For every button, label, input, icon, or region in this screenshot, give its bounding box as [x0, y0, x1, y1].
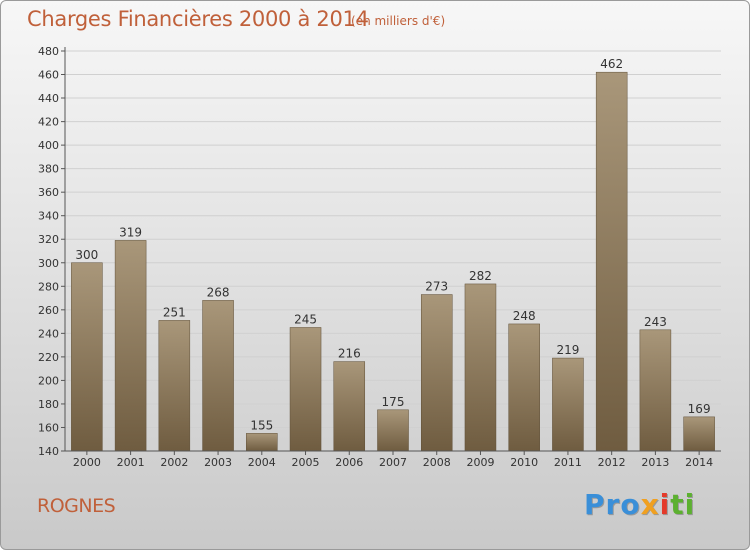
bar-2004 [246, 433, 278, 452]
y-tick-label-15: 440 [38, 92, 59, 105]
bar-2008 [420, 294, 453, 452]
y-tick-label-0: 140 [38, 445, 59, 458]
x-tick-label-2006: 2006 [335, 456, 363, 469]
x-tick-label-2010: 2010 [510, 456, 538, 469]
y-tick-label-7: 280 [38, 280, 59, 293]
value-label-2011: 219 [556, 343, 579, 357]
logo-part-2: x [640, 488, 660, 521]
x-tick-label-2011: 2011 [554, 456, 582, 469]
y-tick-label-11: 360 [38, 186, 59, 199]
x-tick-label-2014: 2014 [685, 456, 713, 469]
city-name: ROGNES [37, 495, 116, 517]
chart-title: Charges Financières 2000 à 2014 [27, 7, 369, 31]
x-tick-label-2005: 2005 [292, 456, 320, 469]
x-tick-label-2012: 2012 [598, 456, 626, 469]
value-label-2003: 268 [207, 285, 230, 299]
x-tick-label-2007: 2007 [379, 456, 407, 469]
value-label-2013: 243 [644, 315, 667, 329]
bars [71, 71, 715, 452]
bar-2006 [333, 361, 366, 452]
bar-2014 [683, 416, 715, 452]
bar-2009 [464, 283, 497, 452]
bar-2013 [639, 329, 672, 452]
axes [61, 47, 721, 455]
bar-2000 [71, 262, 103, 452]
proxiti-logo[interactable]: Proxiti [584, 488, 695, 521]
value-label-2000: 300 [75, 248, 98, 262]
logo-part-1: Pro [584, 488, 641, 521]
bar-2012 [595, 71, 628, 452]
y-tick-label-5: 240 [38, 327, 59, 340]
bar-2001 [114, 240, 147, 452]
x-tick-label-2002: 2002 [160, 456, 188, 469]
y-tick-label-17: 480 [38, 45, 59, 58]
chart-subtitle: (en milliers d'€) [351, 14, 446, 28]
y-tick-label-16: 460 [38, 69, 59, 82]
x-tick-label-2003: 2003 [204, 456, 232, 469]
value-label-2007: 175 [382, 395, 405, 409]
y-tick-label-14: 420 [38, 116, 59, 129]
bar-2010 [508, 323, 540, 452]
logo-part-3: i [659, 488, 671, 521]
y-tick-label-3: 200 [38, 374, 59, 387]
x-tick-label-2001: 2001 [117, 456, 145, 469]
value-label-2009: 282 [469, 269, 492, 283]
y-tick-label-6: 260 [38, 304, 59, 317]
value-label-2005: 245 [294, 312, 317, 326]
y-tick-label-4: 220 [38, 351, 59, 364]
value-label-2008: 273 [425, 280, 448, 294]
x-tick-label-2008: 2008 [423, 456, 451, 469]
value-label-2012: 462 [600, 57, 623, 71]
y-tick-label-9: 320 [38, 233, 59, 246]
value-label-2006: 216 [338, 347, 361, 361]
x-tick-label-2000: 2000 [73, 456, 101, 469]
x-tick-label-2013: 2013 [641, 456, 669, 469]
y-tick-label-2: 180 [38, 398, 59, 411]
value-label-2014: 169 [688, 402, 711, 416]
bar-2005 [289, 327, 322, 452]
value-label-2004: 155 [250, 418, 273, 432]
x-tick-label-2004: 2004 [248, 456, 276, 469]
y-tick-label-10: 340 [38, 210, 59, 223]
y-tick-label-12: 380 [38, 163, 59, 176]
bar-2003 [202, 300, 234, 452]
value-label-2002: 251 [163, 305, 186, 319]
logo-part-4: ti [670, 488, 696, 521]
value-label-2010: 248 [513, 309, 536, 323]
bar-2002 [158, 320, 191, 452]
bar-2007 [377, 409, 409, 452]
y-tick-label-1: 160 [38, 421, 59, 434]
y-tick-label-8: 300 [38, 257, 59, 270]
bar-2011 [552, 357, 584, 452]
value-label-2001: 319 [119, 225, 142, 239]
x-tick-label-2009: 2009 [466, 456, 494, 469]
y-tick-label-13: 400 [38, 139, 59, 152]
labels: 140 160 180 200 220 240 260 280 300 320 340 360 380 4… [38, 45, 713, 469]
